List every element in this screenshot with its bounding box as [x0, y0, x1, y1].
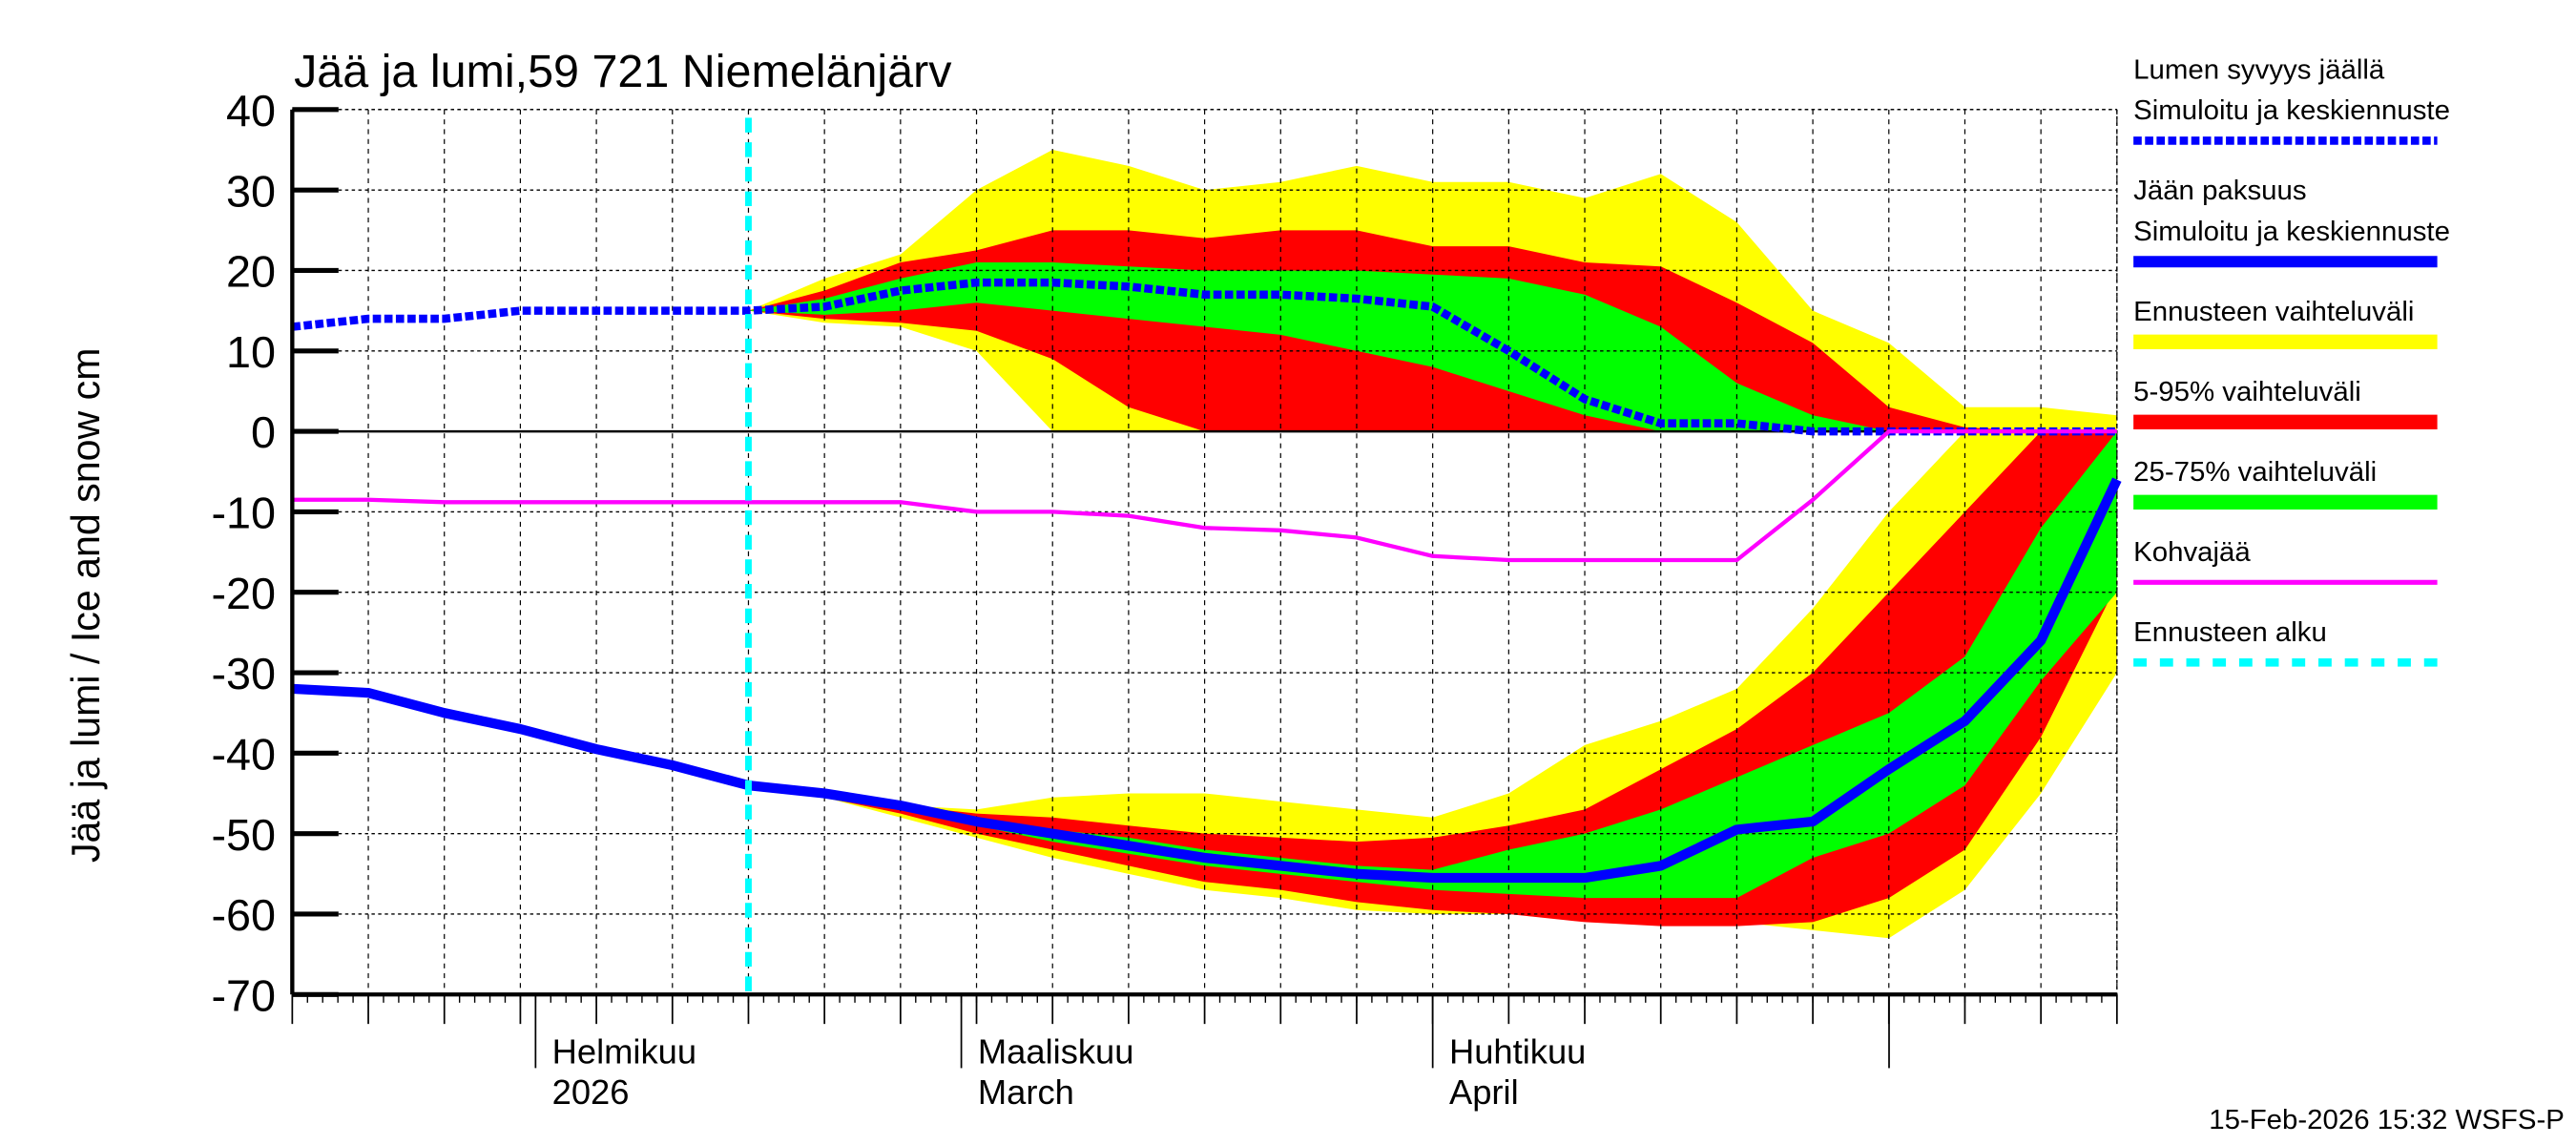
y-tick-label: -70: [211, 971, 276, 1021]
timestamp-footer: 15-Feb-2026 15:32 WSFS-P: [2209, 1104, 2565, 1135]
y-tick-label: -30: [211, 649, 276, 698]
legend-label: Kohvajää: [2133, 536, 2251, 568]
y-tick-label: 0: [251, 407, 276, 457]
ice-25-75-band: [748, 431, 2117, 899]
y-axis-label: Jää ja lumi / Ice and snow cm: [64, 348, 108, 863]
bands: [748, 150, 2117, 939]
legend-label: 5-95% vaihteluväli: [2133, 376, 2361, 407]
snow-depth-line: [291, 278, 2117, 436]
y-tick-label: -20: [211, 569, 276, 618]
legend-label: Ennusteen vaihteluväli: [2133, 296, 2414, 327]
month-sublabel: March: [978, 1072, 1074, 1112]
y-tick-label: 40: [226, 86, 276, 135]
chart-title: Jää ja lumi,59 721 Niemelänjärv: [294, 46, 951, 97]
legend-sublabel: Simuloitu ja keskiennuste: [2133, 216, 2450, 247]
month-sublabel: 2026: [552, 1072, 630, 1112]
y-tick-label: -10: [211, 489, 276, 538]
y-tick-label: 10: [226, 327, 276, 377]
y-tick-label: 30: [226, 167, 276, 217]
month-label: Maaliskuu: [978, 1031, 1134, 1071]
series-lines: [291, 117, 2122, 995]
month-label: Helmikuu: [552, 1031, 696, 1071]
month-sublabel: April: [1449, 1072, 1519, 1112]
legend-label: Ennusteen alku: [2133, 616, 2327, 648]
slush-ice-line: [292, 428, 2117, 563]
axes: 40 30 20 10 0 -10 -20 -30 -40 -50 -60 -70 Helmikuu20…: [211, 86, 2118, 1112]
grid: [291, 109, 2118, 995]
y-tick-label: 20: [226, 247, 276, 297]
legend: Lumen syvyys jäällä Simuloitu ja keskienn…: [2133, 53, 2450, 667]
month-label: Huhtikuu: [1449, 1031, 1586, 1071]
ice-thickness-line: [292, 477, 2122, 884]
legend-label: 25-75% vaihteluväli: [2133, 456, 2377, 488]
legend-label: Lumen syvyys jäällä: [2133, 53, 2385, 85]
y-tick-label: -40: [211, 730, 276, 780]
y-tick-label: -50: [211, 810, 276, 860]
y-tick-label: -60: [211, 890, 276, 940]
legend-sublabel: Simuloitu ja keskiennuste: [2133, 94, 2450, 126]
legend-label: Jään paksuus: [2133, 175, 2306, 206]
